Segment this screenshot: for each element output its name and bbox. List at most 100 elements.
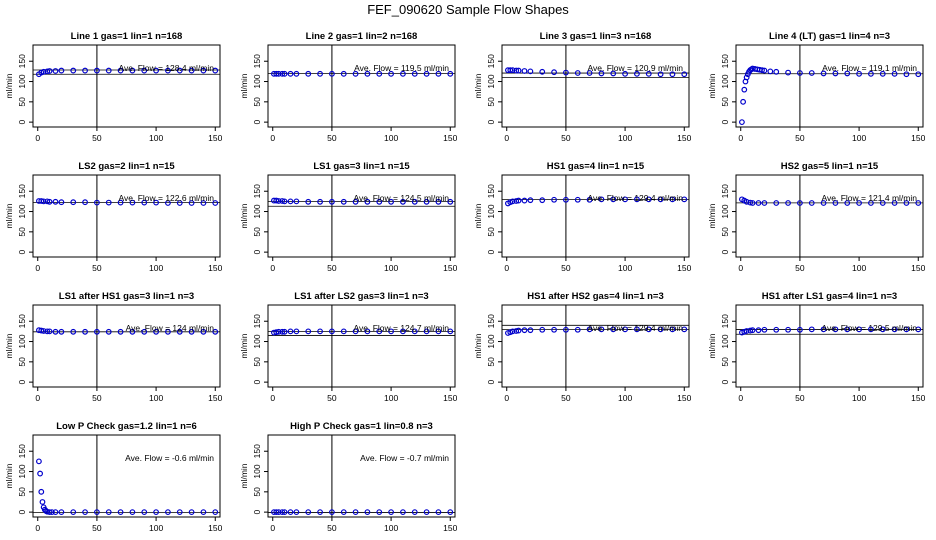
y-tick-label: 100 — [252, 464, 262, 478]
data-point — [275, 198, 282, 204]
data-point — [141, 509, 148, 516]
plot-frame — [267, 44, 456, 128]
data-point — [40, 68, 47, 75]
data-point — [435, 328, 442, 335]
data-point — [645, 196, 652, 203]
plot-frame — [32, 44, 221, 128]
y-axis-label: ml/min — [473, 333, 483, 358]
ave-flow-annotation: Ave. Flow = 119.5 ml/min — [354, 63, 449, 73]
x-tick-label: 50 — [561, 133, 571, 143]
data-point — [551, 69, 557, 76]
data-point — [279, 509, 286, 516]
data-point — [279, 70, 286, 77]
data-point — [515, 197, 522, 204]
data-point — [400, 198, 406, 205]
data-point — [52, 328, 59, 335]
data-point — [44, 68, 51, 75]
y-tick-label: 150 — [720, 54, 730, 68]
data-point — [200, 67, 207, 74]
data-point — [188, 328, 195, 335]
plot-frame — [501, 44, 690, 128]
chart-panel: LS1 gas=3 lin=1 n=150 50 100 150050100150ml… — [239, 161, 458, 273]
chart-panel: HS1 after HS2 gas=4 lin=1 n=3 0 50 100 150 0 5… — [473, 291, 692, 403]
x-tick-label: 100 — [149, 263, 163, 273]
data-point — [868, 200, 874, 206]
data-point — [657, 326, 664, 333]
data-point — [38, 488, 45, 495]
data-point — [423, 198, 430, 205]
x-tick-label: 150 — [911, 393, 925, 403]
data-point — [212, 67, 219, 74]
data-point — [364, 70, 371, 77]
y-tick-label: 100 — [720, 204, 730, 218]
data-point — [891, 200, 898, 206]
data-point — [513, 198, 520, 204]
panel-title: Line 4 (LT) gas=1 lin=4 n=3 — [769, 31, 890, 42]
x-tick-label: 0 — [504, 263, 509, 273]
x-tick-label: 150 — [677, 263, 691, 273]
data-point — [622, 196, 628, 203]
data-point — [70, 67, 77, 74]
data-point — [610, 70, 617, 77]
data-point — [551, 196, 557, 203]
data-point — [563, 326, 569, 333]
data-point — [509, 67, 516, 74]
x-tick-label: 150 — [443, 393, 457, 403]
data-point — [117, 328, 124, 335]
data-point — [741, 86, 748, 93]
data-point — [411, 509, 418, 516]
data-point — [773, 326, 780, 333]
panel-title: HS2 gas=5 lin=1 n=15 — [781, 161, 879, 172]
data-point — [423, 509, 430, 516]
data-point — [388, 509, 394, 516]
data-point — [681, 326, 688, 333]
y-tick-label: 50 — [252, 357, 262, 367]
data-point — [176, 67, 183, 74]
plot-frame — [267, 174, 456, 258]
data-point — [376, 70, 383, 77]
y-tick-label: 150 — [17, 54, 27, 68]
ave-flow-annotation: Ave. Flow = 128.4 ml/min — [118, 63, 214, 73]
x-tick-label: 50 — [327, 133, 337, 143]
data-point — [352, 70, 359, 77]
data-point — [844, 200, 851, 206]
y-tick-label: 0 — [486, 379, 496, 384]
x-tick-label: 100 — [618, 263, 632, 273]
y-tick-label: 150 — [252, 314, 262, 328]
data-point — [761, 326, 768, 333]
data-point — [915, 71, 922, 78]
chart-panel: HS1 after LS1 gas=4 lin=1 n=3 0 50 100 150 0 5… — [707, 291, 926, 403]
data-point — [527, 68, 534, 75]
data-point — [891, 70, 898, 77]
data-point — [598, 70, 605, 77]
data-point — [521, 197, 528, 204]
data-point — [598, 196, 605, 203]
y-tick-label: 50 — [720, 97, 730, 107]
y-tick-label: 50 — [720, 227, 730, 237]
y-tick-label: 150 — [17, 444, 27, 458]
x-tick-label: 0 — [738, 393, 743, 403]
data-point — [141, 67, 148, 74]
data-point — [129, 509, 136, 516]
y-axis-label: ml/min — [707, 203, 717, 228]
y-tick-label: 0 — [720, 379, 730, 384]
x-tick-label: 50 — [795, 393, 805, 403]
data-point — [521, 327, 528, 334]
data-point — [287, 198, 294, 205]
data-point — [844, 326, 851, 333]
y-tick-label: 100 — [252, 74, 262, 88]
x-tick-label: 150 — [443, 263, 457, 273]
data-point — [808, 200, 815, 206]
data-point — [622, 70, 628, 77]
data-point — [747, 327, 754, 334]
data-point — [376, 509, 383, 516]
y-axis-label: ml/min — [473, 203, 483, 228]
data-point — [773, 200, 780, 206]
data-point — [52, 68, 59, 74]
x-tick-label: 100 — [149, 393, 163, 403]
x-tick-label: 0 — [35, 133, 40, 143]
x-tick-label: 50 — [795, 263, 805, 273]
data-point — [820, 326, 827, 333]
data-point — [176, 328, 183, 335]
y-axis-label: ml/min — [4, 333, 14, 358]
